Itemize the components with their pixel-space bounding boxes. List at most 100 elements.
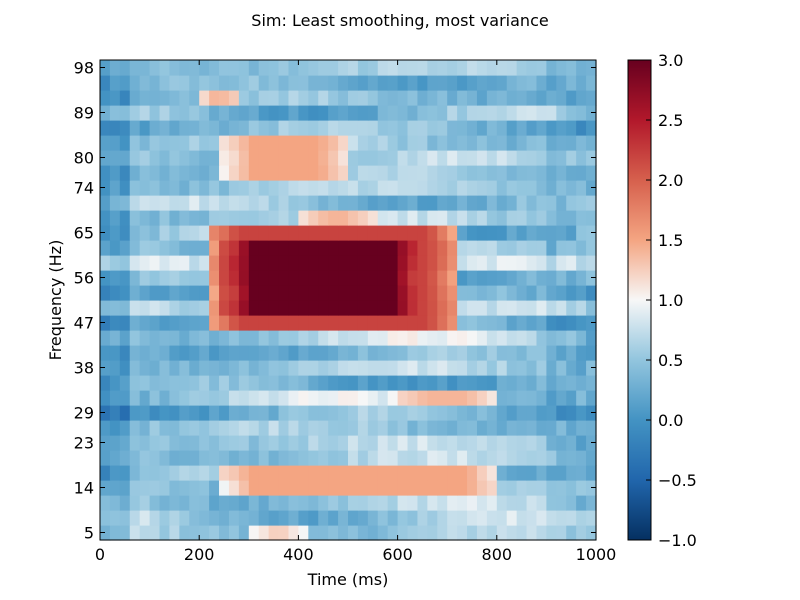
heatmap-cell <box>417 225 428 241</box>
heatmap-cell <box>576 270 587 286</box>
heatmap-cell <box>179 510 190 526</box>
heatmap-cell <box>199 315 210 331</box>
heatmap-cell <box>417 420 428 436</box>
heatmap-cell <box>318 270 329 286</box>
heatmap-cell <box>338 255 349 271</box>
heatmap-cell <box>476 405 488 421</box>
heatmap-cell <box>308 60 319 76</box>
heatmap-cell <box>149 495 161 511</box>
heatmap-cell <box>457 180 468 196</box>
heatmap-cell <box>268 450 280 466</box>
heatmap-cell <box>357 90 369 106</box>
heatmap-cell <box>427 150 438 166</box>
heatmap-cell <box>258 465 270 481</box>
heatmap-cell <box>486 420 498 436</box>
heatmap-cell <box>526 390 538 406</box>
heatmap-cell <box>486 435 498 451</box>
heatmap-cell <box>516 60 528 76</box>
heatmap-cell <box>129 495 141 511</box>
heatmap-cell <box>278 165 290 181</box>
heatmap-cell <box>248 525 260 541</box>
heatmap-cell <box>546 300 557 316</box>
heatmap-cell <box>357 75 369 91</box>
heatmap-cell <box>258 525 270 541</box>
heatmap-cell <box>179 465 190 481</box>
heatmap-cell <box>238 330 250 346</box>
heatmap-cell <box>219 75 230 91</box>
heatmap-cell <box>407 270 419 286</box>
heatmap-cell <box>387 435 399 451</box>
heatmap-cell <box>566 525 577 541</box>
heatmap-cell <box>506 210 518 226</box>
heatmap-cell <box>149 435 161 451</box>
heatmap-cell <box>457 195 468 211</box>
heatmap-cell <box>526 195 538 211</box>
heatmap-cell <box>338 420 349 436</box>
heatmap-cell <box>100 330 111 346</box>
heatmap-cell <box>447 360 458 376</box>
heatmap-cell <box>536 390 547 406</box>
heatmap-cell <box>536 525 547 541</box>
heatmap-cell <box>496 120 508 136</box>
heatmap-cell <box>219 240 230 256</box>
heatmap-cell <box>308 525 319 541</box>
heatmap-cell <box>328 195 339 211</box>
heatmap-cell <box>566 210 577 226</box>
heatmap-cell <box>457 360 468 376</box>
heatmap-cell <box>427 180 438 196</box>
heatmap-cell <box>377 165 389 181</box>
heatmap-cell <box>228 465 240 481</box>
heatmap-cell <box>536 300 547 316</box>
heatmap-cell <box>427 360 438 376</box>
heatmap-cell <box>149 60 161 76</box>
heatmap-cell <box>179 435 190 451</box>
heatmap-cell <box>129 345 141 361</box>
heatmap-cell <box>496 180 508 196</box>
heatmap-cell <box>417 60 428 76</box>
heatmap-cell <box>338 315 349 331</box>
heatmap-cell <box>348 195 359 211</box>
heatmap-cell <box>219 135 230 151</box>
heatmap-cell <box>248 120 260 136</box>
heatmap-cell <box>457 405 468 421</box>
heatmap-cell <box>308 210 319 226</box>
heatmap-cell <box>159 120 171 136</box>
heatmap-cell <box>100 240 111 256</box>
heatmap-cell <box>209 120 220 136</box>
heatmap-cell <box>536 240 547 256</box>
heatmap-cell <box>179 255 190 271</box>
heatmap-cell <box>149 195 161 211</box>
heatmap-cell <box>357 405 369 421</box>
heatmap-cell <box>377 150 389 166</box>
heatmap-cell <box>496 270 508 286</box>
heatmap-cell <box>328 60 339 76</box>
heatmap-cell <box>526 285 538 301</box>
heatmap-cell <box>298 240 309 256</box>
heatmap-cell <box>149 300 161 316</box>
heatmap-cell <box>189 465 200 481</box>
heatmap-cell <box>377 270 389 286</box>
heatmap-cell <box>308 90 319 106</box>
heatmap-cell <box>308 300 319 316</box>
heatmap-cell <box>546 510 557 526</box>
heatmap-cell <box>318 300 329 316</box>
heatmap-cell <box>248 300 260 316</box>
heatmap-cell <box>516 510 528 526</box>
heatmap-cell <box>496 135 508 151</box>
heatmap-cell <box>258 375 270 391</box>
heatmap-cell <box>348 405 359 421</box>
heatmap-cell <box>248 195 260 211</box>
heatmap-cell <box>467 450 478 466</box>
heatmap-cell <box>407 465 419 481</box>
heatmap-cell <box>348 255 359 271</box>
heatmap-cell <box>228 435 240 451</box>
heatmap-cell <box>437 360 448 376</box>
heatmap-cell <box>546 240 557 256</box>
heatmap-cell <box>486 450 498 466</box>
heatmap-cell <box>328 330 339 346</box>
heatmap-cell <box>377 195 389 211</box>
heatmap-cell <box>179 420 190 436</box>
heatmap-cell <box>506 300 518 316</box>
heatmap-cell <box>546 315 557 331</box>
heatmap-cell <box>328 270 339 286</box>
